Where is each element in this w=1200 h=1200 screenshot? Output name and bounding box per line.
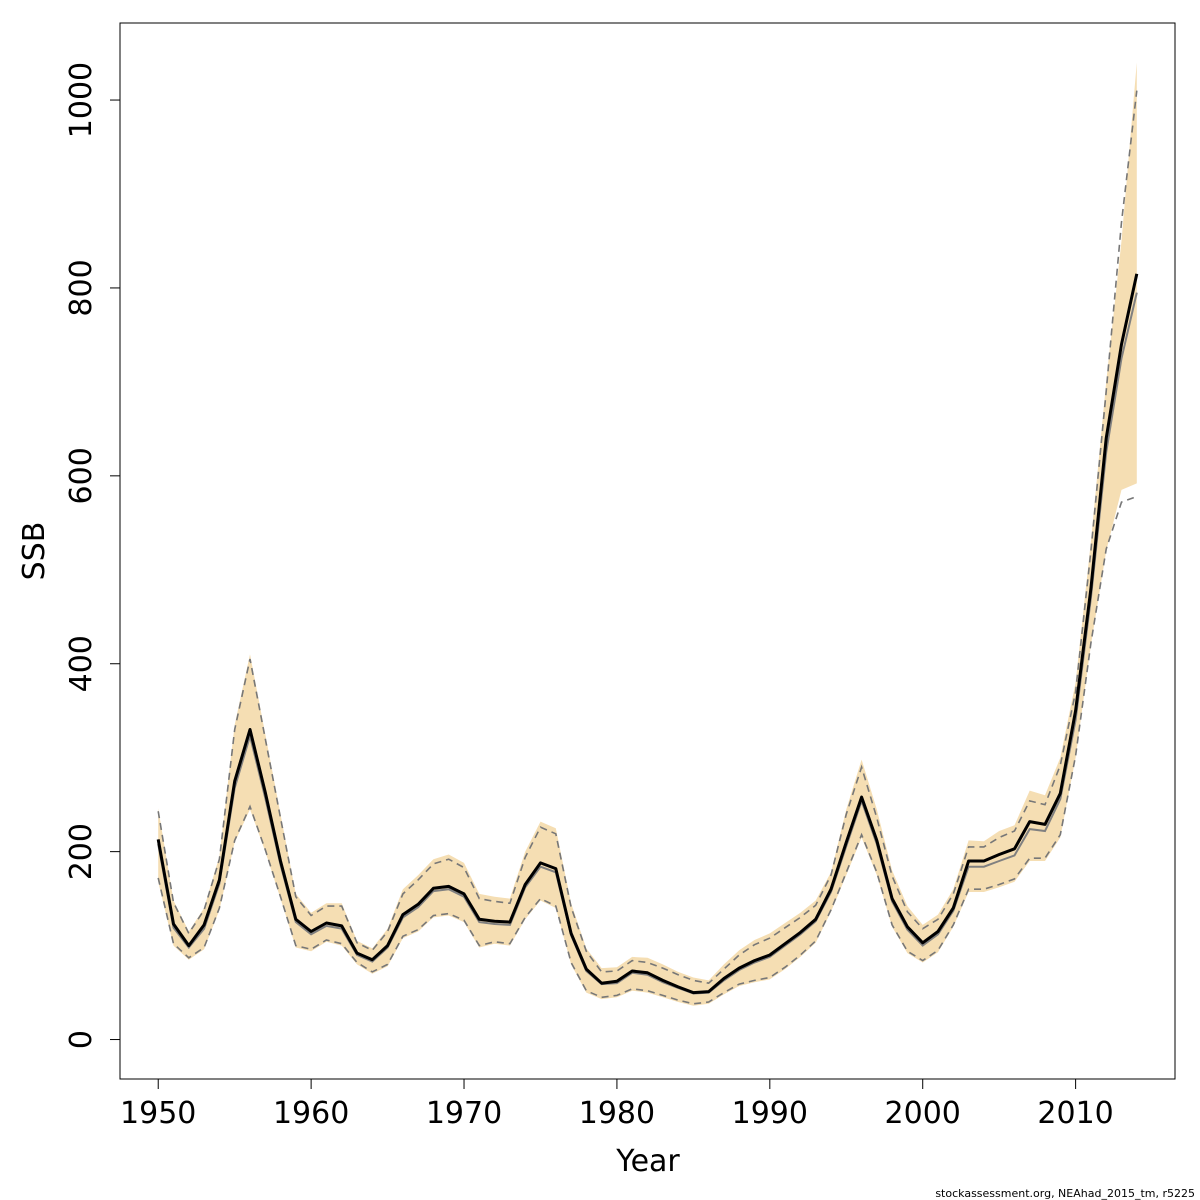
- y-axis-title: SSB: [17, 522, 52, 581]
- y-tick-label: 1000: [64, 62, 99, 138]
- y-tick-label: 200: [64, 823, 99, 880]
- x-tick-label: 1960: [273, 1096, 349, 1131]
- x-tick-label: 1970: [426, 1096, 502, 1131]
- secondary-estimate-line: [157, 292, 1138, 995]
- ssb-estimate-line: [156, 273, 1139, 995]
- x-tick-label: 2010: [1037, 1096, 1113, 1131]
- x-tick-label: 1950: [120, 1096, 196, 1131]
- x-tick-label: 2000: [885, 1096, 961, 1131]
- plot-frame: [119, 22, 1176, 1080]
- y-tick-label: 800: [64, 259, 99, 316]
- y-tick-label: 0: [64, 1030, 99, 1049]
- ci-upper-dashed-line: [157, 90, 1138, 985]
- source-credit: stockassessment.org, NEAhad_2015_tm, r52…: [935, 1187, 1195, 1200]
- x-tick-label: 1980: [579, 1096, 655, 1131]
- series-lines-layer: [156, 90, 1139, 1005]
- y-tick-label: 600: [64, 447, 99, 504]
- x-axis-title: Year: [615, 1144, 680, 1179]
- x-axis: 1950 1960 1970 1980 1990 2000 2010: [120, 1078, 1114, 1131]
- y-axis: 0 200 400 600 800 1000: [64, 62, 121, 1049]
- x-tick-label: 1990: [732, 1096, 808, 1131]
- y-tick-label: 400: [64, 635, 99, 692]
